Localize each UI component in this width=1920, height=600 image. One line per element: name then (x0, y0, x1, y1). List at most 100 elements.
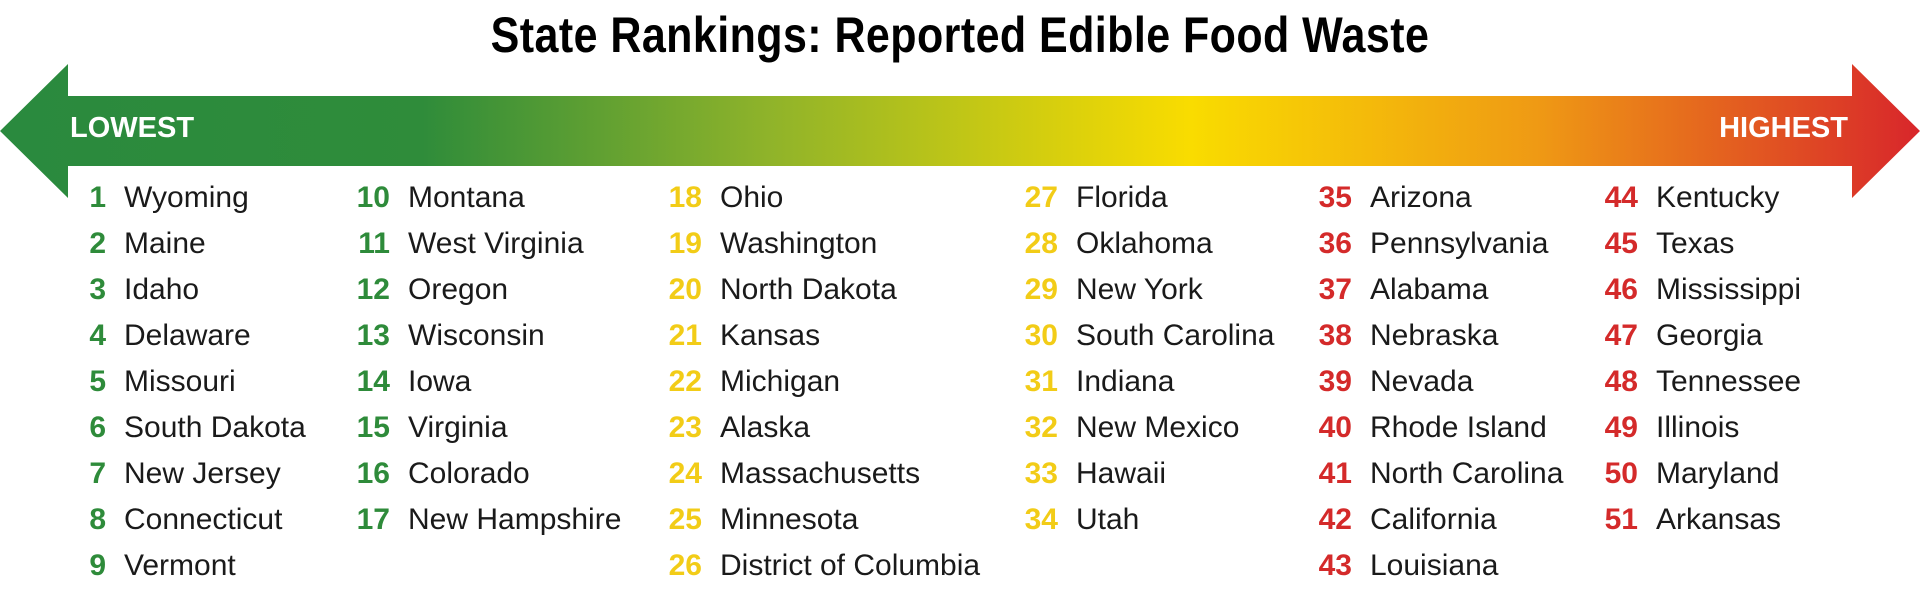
state-name: Mississippi (1656, 273, 1802, 306)
rank-number: 11 (358, 227, 390, 260)
ranking-row: 14 Iowa (352, 359, 621, 405)
rank-number: 13 (356, 319, 390, 352)
rank-number: 36 (1318, 227, 1352, 260)
rank-number: 6 (89, 411, 106, 444)
ranking-row: 41 North Carolina (1314, 451, 1564, 497)
rank-number: 28 (1024, 227, 1058, 260)
ranking-row: 33 Hawaii (1020, 451, 1274, 497)
ranking-row: 31 Indiana (1020, 359, 1274, 405)
rank-number: 45 (1604, 227, 1638, 260)
ranking-row: 17 New Hampshire (352, 497, 622, 543)
state-name: Connecticut (124, 503, 283, 536)
rank-number: 20 (668, 273, 702, 306)
rank-number: 49 (1604, 411, 1638, 444)
rank-number: 50 (1604, 457, 1638, 490)
state-name: Illinois (1656, 411, 1740, 444)
rank-number: 25 (668, 503, 702, 536)
rank-number: 35 (1318, 181, 1352, 214)
state-name: Arkansas (1656, 503, 1782, 536)
state-name: Oklahoma (1076, 227, 1213, 260)
ranking-row: 1 Wyoming (76, 175, 306, 221)
ranking-row: 39 Nevada (1314, 359, 1563, 405)
state-name: South Dakota (124, 411, 306, 444)
ranking-row: 20 North Dakota (664, 267, 980, 313)
state-name: Texas (1656, 227, 1735, 260)
ranking-row: 27 Florida (1020, 175, 1274, 221)
state-name: Wyoming (124, 181, 249, 214)
ranking-row: 26 District of Columbia (664, 543, 980, 589)
highest-label: HIGHEST (1719, 112, 1848, 144)
state-name: Georgia (1656, 319, 1763, 352)
rank-number: 51 (1604, 503, 1638, 536)
ranking-row: 45 Texas (1600, 221, 1801, 267)
ranking-row: 38 Nebraska (1314, 313, 1563, 359)
state-name: Rhode Island (1370, 411, 1547, 444)
ranking-row: 47 Georgia (1600, 313, 1801, 359)
state-name: Oregon (408, 273, 509, 306)
ranking-row: 44 Kentucky (1600, 175, 1801, 221)
ranking-row: 21 Kansas (664, 313, 980, 359)
rank-number: 46 (1604, 273, 1638, 306)
ranking-row: 29 New York (1020, 267, 1274, 313)
state-name: Idaho (124, 273, 200, 306)
state-name: Wisconsin (408, 319, 545, 352)
ranking-row: 7 New Jersey (76, 451, 306, 497)
rank-number: 27 (1024, 181, 1058, 214)
state-name: South Carolina (1076, 319, 1275, 352)
double-arrow-icon (0, 64, 1920, 198)
state-name: Nevada (1370, 365, 1474, 398)
ranking-column-6: 44 Kentucky 45 Texas 46 Mississippi 47 Georgia 4… (1600, 175, 1801, 543)
rank-number: 48 (1604, 365, 1638, 398)
ranking-row: 46 Mississippi (1600, 267, 1801, 313)
rank-number: 30 (1024, 319, 1058, 352)
state-name: Tennessee (1656, 365, 1802, 398)
state-name: Nebraska (1370, 319, 1499, 352)
ranking-row: 36 Pennsylvania (1314, 221, 1563, 267)
ranking-row: 22 Michigan (664, 359, 980, 405)
rank-number: 44 (1604, 181, 1638, 214)
state-name: Hawaii (1076, 457, 1167, 490)
ranking-row: 50 Maryland (1600, 451, 1801, 497)
rank-number: 33 (1024, 457, 1058, 490)
rank-number: 14 (356, 365, 390, 398)
state-name: Kansas (720, 319, 821, 352)
rank-number: 24 (668, 457, 702, 490)
rank-number: 38 (1318, 319, 1352, 352)
rank-number: 2 (89, 227, 106, 260)
rank-number: 18 (668, 181, 702, 214)
ranking-row: 10 Montana (352, 175, 621, 221)
rank-number: 32 (1024, 411, 1058, 444)
state-name: New York (1076, 273, 1203, 306)
ranking-column-1: 1 Wyoming 2 Maine 3 Idaho 4 Delaware 5 Missouri 6 S… (76, 175, 306, 589)
rank-number: 43 (1318, 549, 1352, 582)
rank-number: 7 (89, 457, 106, 490)
ranking-row: 30 South Carolina (1020, 313, 1275, 359)
state-name: Louisiana (1370, 549, 1499, 582)
ranking-row: 11 West Virginia (352, 221, 621, 267)
ranking-row: 34 Utah (1020, 497, 1274, 543)
rank-number: 41 (1318, 457, 1352, 490)
rank-number: 10 (356, 181, 390, 214)
state-name: Pennsylvania (1370, 227, 1549, 260)
rank-number: 21 (668, 319, 702, 352)
rank-number: 40 (1318, 411, 1352, 444)
ranking-row: 8 Connecticut (76, 497, 306, 543)
ranking-row: 16 Colorado (352, 451, 621, 497)
state-name: Maryland (1656, 457, 1780, 490)
state-name: Virginia (408, 411, 508, 444)
rank-number: 31 (1024, 365, 1058, 398)
ranking-row: 23 Alaska (664, 405, 980, 451)
rank-number: 1 (89, 181, 106, 214)
ranking-row: 9 Vermont (76, 543, 306, 589)
ranking-row: 43 Louisiana (1314, 543, 1563, 589)
state-name: North Carolina (1370, 457, 1564, 490)
rank-number: 15 (356, 411, 390, 444)
ranking-row: 6 South Dakota (76, 405, 306, 451)
rank-number: 26 (668, 549, 702, 582)
ranking-row: 40 Rhode Island (1314, 405, 1563, 451)
ranking-row: 51 Arkansas (1600, 497, 1801, 543)
ranking-row: 42 California (1314, 497, 1563, 543)
ranking-row: 32 New Mexico (1020, 405, 1274, 451)
rank-number: 19 (668, 227, 702, 260)
rank-number: 22 (668, 365, 702, 398)
